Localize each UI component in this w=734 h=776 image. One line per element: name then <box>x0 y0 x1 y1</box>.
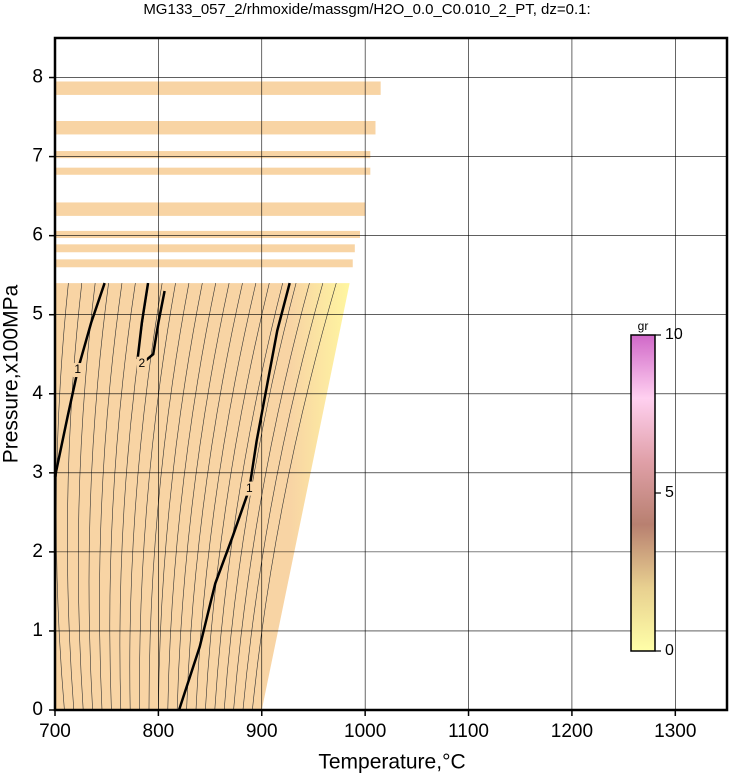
x-tick-label: 900 <box>246 721 278 742</box>
thin-contour <box>56 283 69 711</box>
x-tick-label: 1100 <box>448 721 489 742</box>
contour-label-bg <box>244 481 255 496</box>
thin-contour <box>78 283 96 711</box>
x-tick-label: 1300 <box>654 721 696 742</box>
chart-title: MG133_057_2/rhmoxide/massgm/H2O_0.0_C0.0… <box>143 1 590 18</box>
thin-contour <box>205 283 270 711</box>
y-axis-label: Pressure,x100MPa <box>0 284 23 463</box>
thin-contour <box>214 283 283 711</box>
data-band <box>55 81 381 95</box>
contour-label: 1 <box>74 362 81 376</box>
thin-contour <box>158 283 203 711</box>
thin-contour <box>186 283 243 711</box>
contour-label-bg <box>136 356 147 371</box>
data-region <box>55 283 350 710</box>
colorbar-tick-label: 0 <box>665 642 674 659</box>
contour-label: 2 <box>138 356 145 370</box>
data-band <box>55 167 371 175</box>
y-tick-label: 4 <box>32 383 43 404</box>
y-tick-label: 3 <box>32 462 43 483</box>
x-tick-label: 1200 <box>551 721 593 742</box>
data-band <box>55 259 353 268</box>
contour-label: 1 <box>246 481 253 495</box>
thin-contour <box>195 283 257 711</box>
thin-contour <box>99 283 123 711</box>
data-band <box>55 244 355 253</box>
thin-contour <box>109 283 136 711</box>
colorbar-label: gr <box>638 319 649 333</box>
x-tick-label: 1000 <box>344 721 386 742</box>
y-tick-label: 5 <box>32 304 43 325</box>
data-band <box>55 151 371 159</box>
y-tick-label: 0 <box>32 699 43 720</box>
thin-contour <box>148 283 190 711</box>
data-band <box>55 202 366 216</box>
y-tick-label: 6 <box>32 225 43 246</box>
thin-contour <box>223 283 297 711</box>
x-tick-label: 700 <box>39 721 71 742</box>
x-tick-label: 800 <box>143 721 175 742</box>
y-tick-label: 7 <box>32 146 43 167</box>
data-band <box>55 230 360 239</box>
colorbar-tick-label: 10 <box>665 326 683 343</box>
thin-contour <box>67 283 83 711</box>
plot-frame <box>53 36 729 712</box>
thin-contour <box>242 283 324 711</box>
y-tick-label: 1 <box>32 620 43 641</box>
thin-contour <box>139 283 176 711</box>
thin-contour <box>88 283 109 711</box>
thin-contour <box>252 282 337 711</box>
thin-contour <box>176 283 230 711</box>
thin-contour <box>167 283 217 711</box>
colorbar <box>630 334 656 652</box>
x-axis-label: Temperature,°C <box>318 751 465 774</box>
y-tick-label: 8 <box>32 67 43 88</box>
thin-contour <box>129 283 163 711</box>
colorbar-tick-label: 5 <box>665 484 674 501</box>
y-tick-label: 2 <box>32 541 43 562</box>
contour-label-bg <box>72 363 83 378</box>
data-band <box>55 121 376 135</box>
